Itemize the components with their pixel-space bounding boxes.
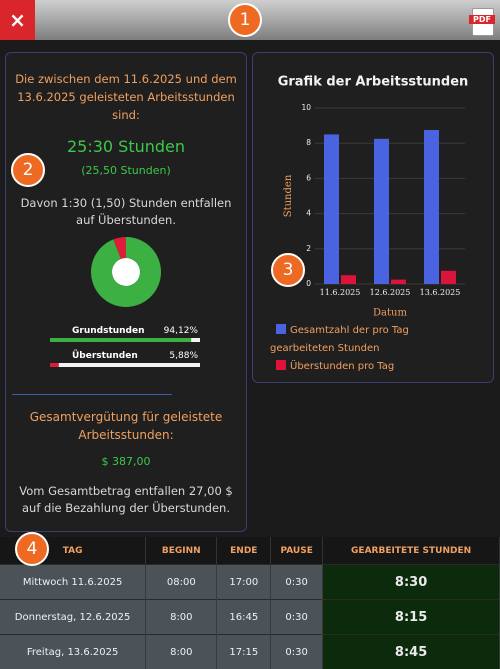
breakdown-name: Grundstunden bbox=[72, 326, 145, 336]
donut-hole bbox=[112, 258, 140, 286]
bar bbox=[391, 280, 406, 284]
bar bbox=[424, 130, 439, 284]
y-tick-label: 4 bbox=[306, 209, 311, 218]
breakdown-percent: 94,12% bbox=[164, 326, 199, 336]
y-tick-label: 8 bbox=[306, 138, 311, 147]
y-tick-label: 10 bbox=[301, 103, 311, 112]
table-cell: 8:00 bbox=[146, 600, 217, 635]
x-axis-label: Datum bbox=[373, 308, 407, 319]
table-cell: 17:15 bbox=[217, 635, 271, 669]
column-header: ENDE bbox=[217, 537, 271, 565]
table-cell: 0:30 bbox=[271, 600, 323, 635]
column-header: PAUSE bbox=[271, 537, 323, 565]
annotation-badge: 3 bbox=[271, 253, 305, 287]
bar bbox=[324, 134, 339, 284]
progress-bar bbox=[50, 338, 191, 342]
x-tick-label: 11.6.2025 bbox=[320, 288, 361, 297]
x-tick-label: 13.6.2025 bbox=[420, 288, 461, 297]
y-tick-label: 6 bbox=[306, 173, 311, 182]
table-cell: 08:00 bbox=[146, 565, 217, 600]
table-cell: 8:15 bbox=[323, 600, 500, 635]
breakdown-name: Überstunden bbox=[72, 350, 138, 361]
chart-title: Grafik der Arbeitsstunden bbox=[278, 75, 469, 90]
bar bbox=[441, 271, 456, 284]
table-cell: 16:45 bbox=[217, 600, 271, 635]
table-cell: Donnerstag, 12.6.2025 bbox=[0, 600, 146, 635]
donut-slice bbox=[117, 248, 126, 250]
table-cell: 8:00 bbox=[146, 635, 217, 669]
breakdown-percent: 5,88% bbox=[169, 351, 198, 361]
annotation-badge: 4 bbox=[15, 532, 49, 566]
x-tick-label: 12.6.2025 bbox=[370, 288, 411, 297]
table-cell: 0:30 bbox=[271, 635, 323, 669]
table-cell: Mittwoch 11.6.2025 bbox=[0, 565, 146, 600]
bar bbox=[374, 139, 389, 284]
column-header: GEARBEITETE STUNDEN bbox=[323, 537, 500, 565]
table-cell: Freitag, 13.6.2025 bbox=[0, 635, 146, 669]
y-tick-label: 0 bbox=[306, 279, 311, 288]
table-cell: 8:45 bbox=[323, 635, 500, 669]
progress-track bbox=[50, 363, 200, 367]
progress-bar bbox=[50, 363, 59, 367]
y-tick-label: 2 bbox=[306, 244, 311, 253]
table-cell: 17:00 bbox=[217, 565, 271, 600]
y-axis-label: Stunden bbox=[283, 174, 294, 217]
column-header: BEGINN bbox=[146, 537, 217, 565]
bar bbox=[341, 275, 356, 284]
table-cell: 0:30 bbox=[271, 565, 323, 600]
table-cell: 8:30 bbox=[323, 565, 500, 600]
